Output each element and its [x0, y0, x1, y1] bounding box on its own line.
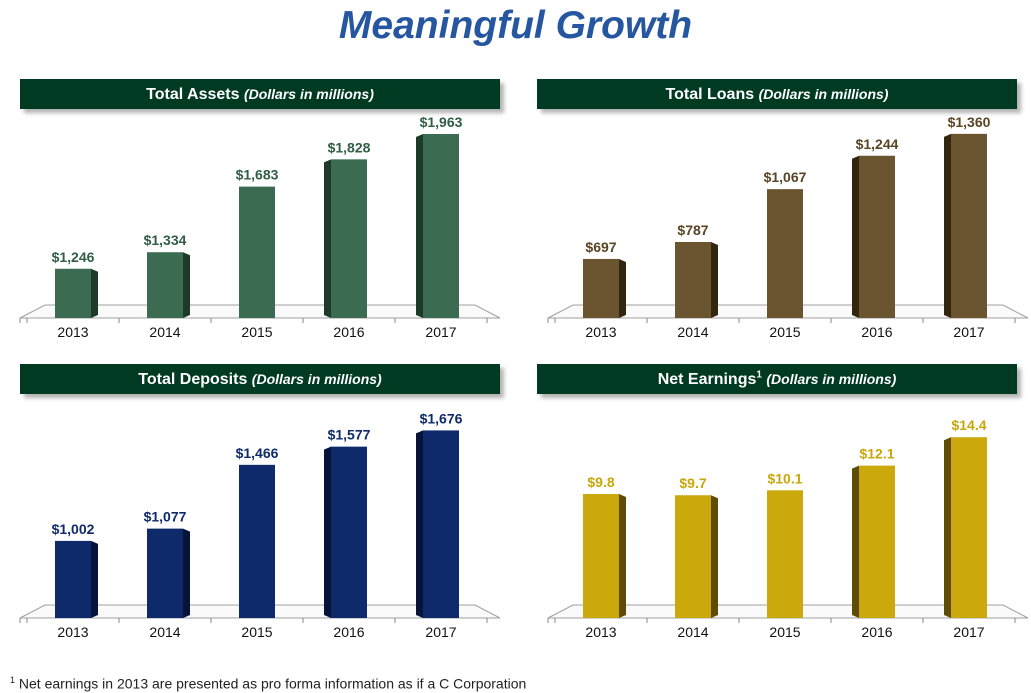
bar-2016 — [859, 465, 895, 618]
chart-title: Net Earnings — [657, 371, 757, 388]
x-tick-label: 2017 — [953, 324, 984, 340]
chart-subtitle: (Dollars in millions) — [766, 371, 897, 387]
chart-header-earnings: Net Earnings1 (Dollars in millions) — [537, 364, 1017, 394]
data-label: $1,963 — [420, 114, 463, 130]
x-tick-label: 2017 — [425, 624, 456, 640]
chart-title: Total Deposits — [138, 371, 248, 388]
data-label: $12.1 — [859, 446, 894, 462]
data-label: $1,067 — [764, 169, 807, 185]
data-label: $10.1 — [767, 470, 802, 486]
data-label: $1,466 — [236, 445, 279, 461]
bar-side — [619, 258, 626, 318]
x-tick-label: 2015 — [241, 624, 272, 640]
bar-2015 — [767, 490, 803, 618]
bar-2017 — [423, 430, 459, 618]
x-tick-label: 2013 — [585, 624, 616, 640]
bar-side — [852, 465, 859, 618]
data-label: $9.8 — [587, 474, 614, 490]
bar-2015 — [767, 189, 803, 318]
x-tick-label: 2017 — [953, 624, 984, 640]
bar-2014 — [675, 495, 711, 618]
bar-side — [324, 159, 331, 318]
x-tick-label: 2014 — [677, 324, 708, 340]
chart-subtitle: (Dollars in millions) — [758, 86, 889, 102]
bar-2016 — [331, 159, 367, 318]
bar-2016 — [859, 155, 895, 318]
x-tick-label: 2015 — [769, 324, 800, 340]
x-tick-label: 2014 — [149, 624, 180, 640]
chart-title: Total Loans — [665, 86, 755, 103]
x-tick-label: 2015 — [241, 324, 272, 340]
data-label: $1,360 — [948, 114, 991, 130]
chart-assets: $1,246 2013 $1,334 2014 $1,683 2015 $1,828 2016… — [19, 114, 501, 340]
data-label: $1,683 — [236, 167, 279, 183]
chart-header-loans: Total Loans (Dollars in millions) — [537, 79, 1017, 109]
bar-side — [91, 540, 98, 618]
bar-2017 — [951, 437, 987, 618]
x-tick-label: 2017 — [425, 324, 456, 340]
bar-side — [416, 430, 423, 618]
x-tick-label: 2015 — [769, 624, 800, 640]
bar-side — [619, 494, 626, 618]
data-label: $9.7 — [679, 475, 706, 491]
x-tick-label: 2013 — [57, 324, 88, 340]
bar-side — [852, 155, 859, 318]
x-tick-label: 2013 — [585, 324, 616, 340]
chart-earnings: $9.8 2013 $9.7 2014 $10.1 2015 $12.1 2016 $14.4 2… — [547, 417, 1029, 640]
x-tick-label: 2016 — [861, 324, 892, 340]
x-tick-label: 2014 — [677, 624, 708, 640]
bar-side — [324, 446, 331, 618]
bar-2017 — [423, 133, 459, 318]
chart-loans: $697 2013 $787 2014 $1,067 2015 $1,244 2016 $1,3… — [547, 114, 1029, 340]
x-tick-label: 2014 — [149, 324, 180, 340]
footnote-text: Net earnings in 2013 are presented as pr… — [18, 675, 527, 692]
bar-2014 — [147, 528, 183, 618]
bar-2016 — [331, 446, 367, 618]
chart-header-assets: Total Assets (Dollars in millions) — [20, 79, 500, 109]
data-label: $697 — [585, 239, 616, 255]
chart-deposits: $1,002 2013 $1,077 2014 $1,466 2015 $1,577 2016… — [19, 410, 501, 640]
data-label: $1,676 — [420, 410, 463, 426]
bar-side — [183, 252, 190, 318]
data-label: $1,334 — [144, 232, 187, 248]
chart-title: Total Assets — [146, 86, 240, 103]
slide-title: Meaningful Growth — [338, 4, 693, 47]
data-label: $1,828 — [328, 139, 371, 155]
bar-2015 — [239, 186, 275, 318]
bar-side — [711, 241, 718, 318]
bar-side — [944, 133, 951, 318]
bar-side — [944, 437, 951, 618]
data-label: $14.4 — [951, 417, 986, 433]
data-label: $1,002 — [52, 521, 95, 537]
chart-subtitle: (Dollars in millions) — [243, 86, 374, 102]
footnote-marker: 1 — [756, 369, 762, 381]
x-tick-label: 2016 — [333, 324, 364, 340]
x-tick-label: 2016 — [333, 624, 364, 640]
x-tick-label: 2013 — [57, 624, 88, 640]
bar-side — [711, 495, 718, 618]
bar-2017 — [951, 133, 987, 318]
bar-side — [416, 133, 423, 318]
chart-header-deposits: Total Deposits (Dollars in millions) — [20, 364, 500, 394]
bar-side — [183, 528, 190, 618]
bar-2013 — [55, 540, 91, 618]
data-label: $787 — [677, 222, 708, 238]
footnote-marker: 1 — [10, 675, 16, 685]
bar-2013 — [583, 258, 619, 318]
bar-2014 — [675, 241, 711, 318]
data-label: $1,577 — [328, 427, 371, 443]
data-label: $1,244 — [856, 136, 899, 152]
bar-2015 — [239, 464, 275, 618]
bar-2013 — [583, 494, 619, 618]
bar-2013 — [55, 268, 91, 318]
bar-side — [91, 268, 98, 318]
chart-subtitle: (Dollars in millions) — [251, 371, 382, 387]
data-label: $1,246 — [52, 249, 95, 265]
x-tick-label: 2016 — [861, 624, 892, 640]
bar-2014 — [147, 252, 183, 318]
data-label: $1,077 — [144, 509, 187, 525]
footnote: 1 Net earnings in 2013 are presented as … — [10, 675, 526, 692]
